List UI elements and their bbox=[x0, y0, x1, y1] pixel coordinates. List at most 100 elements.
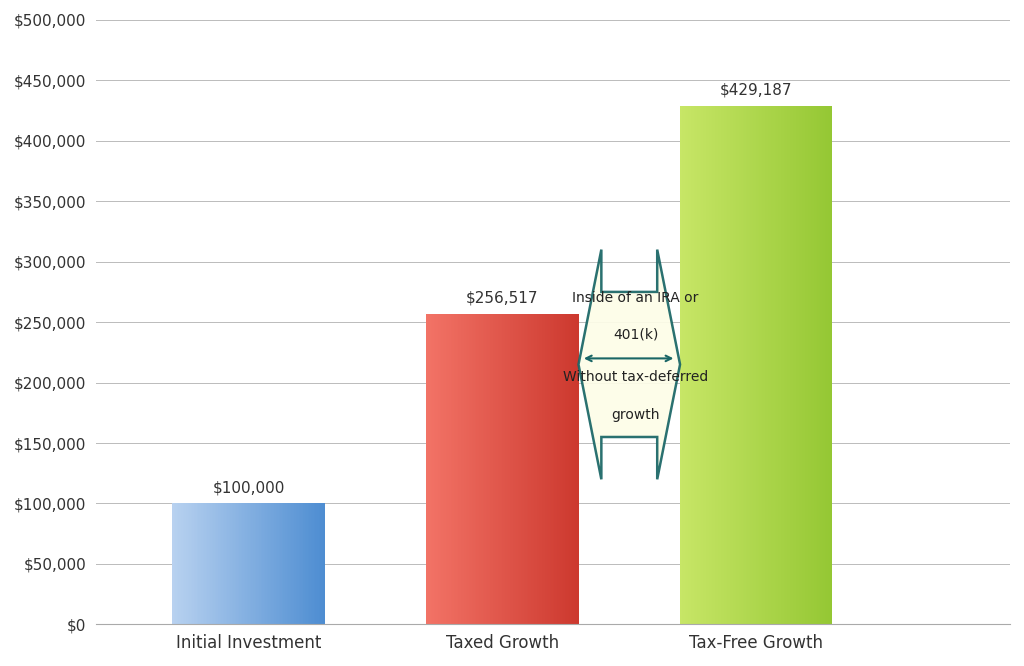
Bar bbox=[776, 105, 777, 625]
Bar bbox=[698, 105, 699, 625]
Bar bbox=[793, 105, 795, 625]
Bar bbox=[829, 105, 830, 625]
Bar bbox=[799, 105, 801, 625]
Bar bbox=[802, 105, 804, 625]
Bar bbox=[686, 105, 688, 625]
Bar bbox=[435, 314, 437, 625]
Bar bbox=[739, 105, 741, 625]
Text: Inside of an IRA or: Inside of an IRA or bbox=[572, 291, 698, 305]
Bar bbox=[752, 105, 754, 625]
Bar bbox=[206, 503, 207, 625]
Bar bbox=[542, 314, 544, 625]
Bar bbox=[213, 503, 215, 625]
Bar bbox=[528, 314, 529, 625]
Bar bbox=[230, 503, 231, 625]
Bar bbox=[514, 314, 516, 625]
Bar bbox=[216, 503, 218, 625]
Bar bbox=[291, 503, 293, 625]
Bar bbox=[575, 314, 577, 625]
Bar bbox=[563, 314, 565, 625]
Bar bbox=[241, 503, 243, 625]
Bar bbox=[689, 105, 691, 625]
Bar bbox=[284, 503, 285, 625]
Bar bbox=[545, 314, 547, 625]
Bar bbox=[473, 314, 475, 625]
Bar bbox=[513, 314, 514, 625]
Bar bbox=[830, 105, 833, 625]
Bar bbox=[233, 503, 234, 625]
Bar bbox=[428, 314, 429, 625]
Bar bbox=[253, 503, 255, 625]
Bar bbox=[225, 503, 227, 625]
Bar bbox=[243, 503, 244, 625]
Bar bbox=[696, 105, 698, 625]
Bar bbox=[511, 314, 513, 625]
Bar bbox=[249, 503, 250, 625]
Bar bbox=[470, 314, 472, 625]
Bar bbox=[808, 105, 810, 625]
Bar bbox=[732, 105, 733, 625]
Bar bbox=[497, 314, 498, 625]
Bar bbox=[309, 503, 311, 625]
Bar bbox=[303, 503, 305, 625]
Bar bbox=[742, 105, 744, 625]
Bar bbox=[172, 503, 174, 625]
Bar bbox=[287, 503, 288, 625]
Bar bbox=[274, 503, 275, 625]
Bar bbox=[434, 314, 435, 625]
Bar bbox=[244, 503, 246, 625]
Bar bbox=[203, 503, 204, 625]
Bar bbox=[572, 314, 573, 625]
Bar bbox=[748, 105, 749, 625]
Bar bbox=[810, 105, 811, 625]
Bar bbox=[744, 105, 745, 625]
Bar bbox=[446, 314, 447, 625]
Bar bbox=[559, 314, 560, 625]
Bar bbox=[539, 314, 541, 625]
Bar bbox=[522, 314, 523, 625]
Bar bbox=[479, 314, 481, 625]
Bar bbox=[475, 314, 476, 625]
Bar bbox=[556, 314, 557, 625]
Bar bbox=[196, 503, 197, 625]
Bar bbox=[538, 314, 539, 625]
Text: growth: growth bbox=[611, 408, 659, 422]
Bar bbox=[723, 105, 724, 625]
Bar bbox=[560, 314, 562, 625]
Bar bbox=[265, 503, 266, 625]
Bar bbox=[531, 314, 532, 625]
Bar bbox=[463, 314, 464, 625]
Bar bbox=[451, 314, 452, 625]
Bar bbox=[466, 314, 467, 625]
Bar bbox=[429, 314, 431, 625]
Bar bbox=[727, 105, 729, 625]
Bar bbox=[550, 314, 551, 625]
Bar bbox=[426, 314, 428, 625]
Bar bbox=[275, 503, 278, 625]
Bar bbox=[312, 503, 314, 625]
Bar bbox=[210, 503, 212, 625]
Bar bbox=[293, 503, 294, 625]
Bar bbox=[779, 105, 780, 625]
Bar bbox=[199, 503, 200, 625]
Bar bbox=[224, 503, 225, 625]
Bar bbox=[457, 314, 458, 625]
Bar bbox=[525, 314, 526, 625]
Bar bbox=[296, 503, 297, 625]
Bar bbox=[255, 503, 256, 625]
Bar bbox=[729, 105, 730, 625]
Bar bbox=[824, 105, 826, 625]
Bar bbox=[683, 105, 685, 625]
Bar bbox=[770, 105, 771, 625]
Bar bbox=[745, 105, 748, 625]
Bar bbox=[212, 503, 213, 625]
Bar bbox=[495, 314, 497, 625]
Bar bbox=[431, 314, 432, 625]
Bar bbox=[780, 105, 782, 625]
Bar bbox=[788, 105, 790, 625]
Bar bbox=[200, 503, 202, 625]
Bar bbox=[807, 105, 808, 625]
Bar bbox=[720, 105, 721, 625]
Text: 401(k): 401(k) bbox=[613, 327, 658, 341]
Bar bbox=[240, 503, 241, 625]
